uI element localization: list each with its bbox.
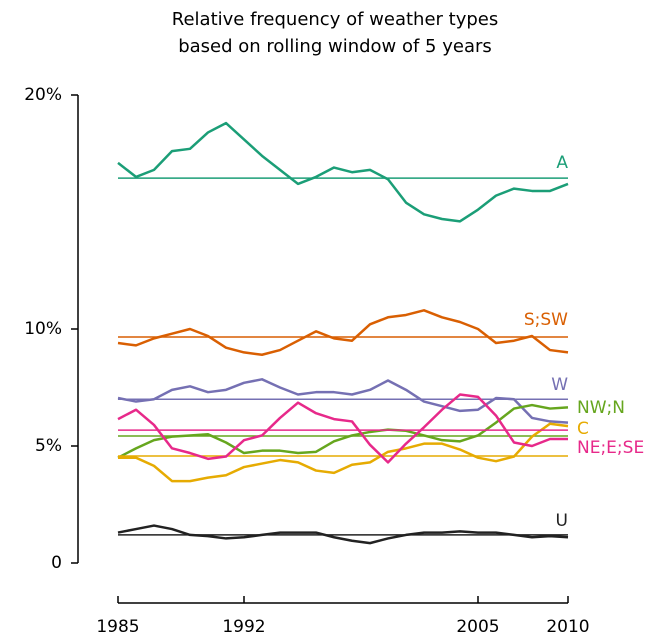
legend-label: W: [551, 375, 568, 395]
series-line: [117, 378, 569, 424]
legend-label: A: [556, 153, 568, 173]
series-line: [117, 393, 568, 464]
legend-label: U: [556, 511, 568, 531]
x-tick-label: 1985: [96, 617, 139, 637]
series-line: [117, 121, 569, 223]
x-tick-label: 2005: [456, 617, 499, 637]
legend-label: NW;N: [577, 398, 625, 418]
chart-title: Relative frequency of weather types: [172, 9, 498, 30]
legend-label: S;SW: [524, 310, 568, 330]
series-line: [117, 524, 569, 545]
chart-title: based on rolling window of 5 years: [178, 36, 492, 57]
x-tick-label: 1992: [222, 617, 265, 637]
legend-label: NE;E;SE: [577, 438, 644, 458]
y-tick-label: 20%: [24, 85, 62, 105]
series-line: [118, 422, 569, 483]
series-line: [117, 309, 569, 356]
y-tick-label: 10%: [24, 319, 62, 339]
series-line: [117, 403, 569, 459]
x-tick-label: 2010: [546, 617, 589, 637]
y-tick-label: 5%: [35, 436, 62, 456]
legend-label: C: [577, 419, 589, 439]
y-tick-label: 0: [51, 553, 62, 573]
